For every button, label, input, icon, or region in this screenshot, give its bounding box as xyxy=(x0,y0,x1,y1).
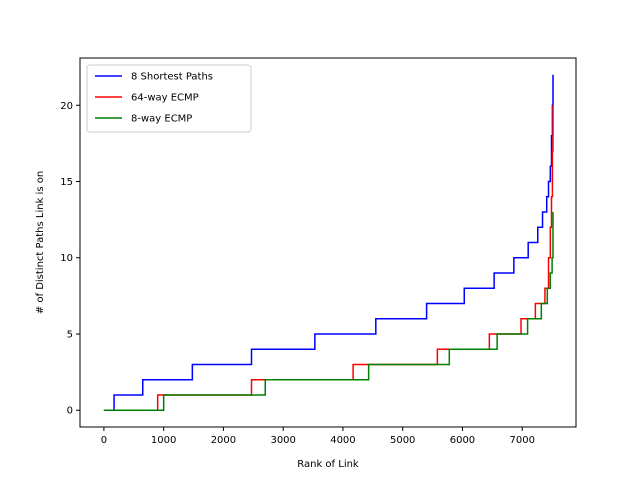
y-axis-ticks: 0 5 10 15 20 xyxy=(60,101,80,417)
y-tick-label: 10 xyxy=(60,253,73,264)
x-tick-label: 4000 xyxy=(330,435,355,446)
y-tick-label: 20 xyxy=(60,101,73,112)
y-tick-label: 0 xyxy=(67,406,73,417)
x-axis-label: Rank of Link xyxy=(297,459,359,470)
x-tick-label: 6000 xyxy=(450,435,475,446)
legend: 8 Shortest Paths 64-way ECMP 8-way ECMP xyxy=(86,64,252,133)
series-layer xyxy=(103,74,554,411)
y-tick-label: 5 xyxy=(67,329,73,340)
x-tick-label: 5000 xyxy=(390,435,415,446)
y-tick-label: 15 xyxy=(60,177,73,188)
plot-frame xyxy=(79,57,577,428)
legend-entry: 64-way ECMP xyxy=(131,93,199,104)
x-tick-label: 0 xyxy=(101,435,107,446)
x-tick-label: 2000 xyxy=(211,435,236,446)
x-tick-label: 7000 xyxy=(509,435,534,446)
legend-box xyxy=(86,64,252,133)
x-tick-label: 1000 xyxy=(151,435,176,446)
legend-entry: 8 Shortest Paths xyxy=(131,72,213,83)
legend-entry: 8-way ECMP xyxy=(131,114,192,125)
x-tick-label: 3000 xyxy=(270,435,295,446)
x-axis-ticks: 0 1000 2000 3000 4000 5000 6000 7000 xyxy=(101,427,535,446)
y-axis-label: # of Distinct Paths Link is on xyxy=(35,171,46,314)
series-line-1 xyxy=(103,74,554,411)
series-line-3 xyxy=(103,212,554,411)
